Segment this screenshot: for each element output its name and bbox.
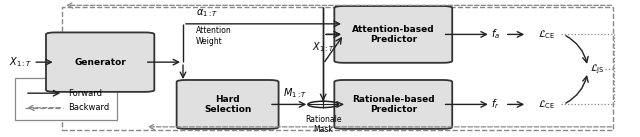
Text: $\mathcal{L}_{\mathrm{JS}}$: $\mathcal{L}_{\mathrm{JS}}$ (590, 63, 605, 76)
Text: Rationale: Rationale (305, 115, 341, 124)
Text: $X_{1:T}$: $X_{1:T}$ (9, 55, 32, 69)
FancyBboxPatch shape (334, 80, 452, 129)
Text: Hard
Selection: Hard Selection (204, 95, 252, 114)
Text: $f_a$: $f_a$ (491, 28, 500, 41)
FancyBboxPatch shape (15, 78, 117, 120)
Text: $M_{1:T}$: $M_{1:T}$ (283, 87, 307, 100)
Text: Weight: Weight (196, 37, 223, 46)
Text: Rationale-based
Predictor: Rationale-based Predictor (352, 95, 435, 114)
Text: $\mathcal{L}_{\mathrm{CE}}$: $\mathcal{L}_{\mathrm{CE}}$ (538, 28, 555, 41)
FancyBboxPatch shape (46, 32, 154, 92)
FancyBboxPatch shape (177, 80, 278, 129)
Text: Backward: Backward (68, 103, 109, 112)
Text: Forward: Forward (68, 89, 102, 98)
FancyBboxPatch shape (334, 6, 452, 63)
Text: $\mathcal{L}_{\mathrm{CE}}$: $\mathcal{L}_{\mathrm{CE}}$ (538, 98, 555, 111)
Text: Mask: Mask (313, 125, 333, 134)
Text: $\alpha_{1:T}$: $\alpha_{1:T}$ (196, 7, 218, 18)
Text: $f_r$: $f_r$ (491, 98, 499, 111)
Text: Attention-based
Predictor: Attention-based Predictor (352, 25, 435, 44)
Text: Attention: Attention (196, 26, 232, 35)
Text: Generator: Generator (74, 58, 126, 67)
Text: $X_{1:T}$: $X_{1:T}$ (312, 40, 335, 54)
